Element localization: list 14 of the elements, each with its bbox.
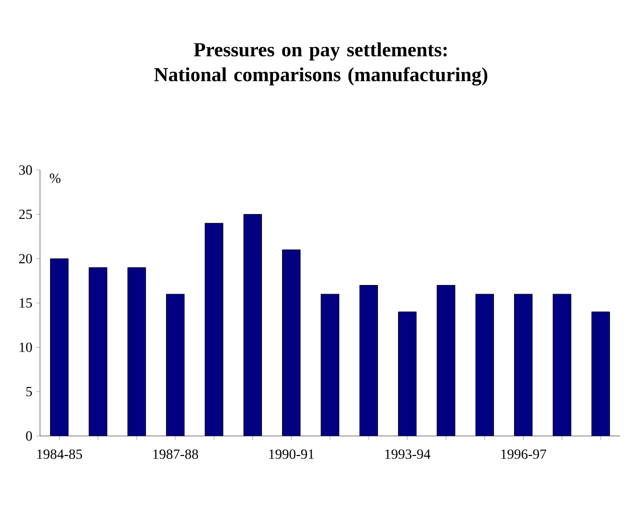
y-tick-label: 15 xyxy=(20,298,32,308)
y-tick-label: 10 xyxy=(20,342,32,352)
x-tick-label: 1987-88 xyxy=(153,450,198,459)
y-tick-label: 5 xyxy=(26,387,32,396)
x-tick-label: 1993-94 xyxy=(385,450,430,459)
chart-title: Pressures on pay settlements: National comparisons (manufacturing) xyxy=(154,42,488,86)
x-tick-label: 1984-85 xyxy=(37,450,82,459)
y-tick-label: 30 xyxy=(19,165,32,175)
y-tick-label: 20 xyxy=(19,254,32,264)
y-axis-title: % xyxy=(50,174,60,183)
x-tick-label: 1990-91 xyxy=(269,450,314,459)
y-tick-label: 0 xyxy=(26,431,32,441)
x-tick-label: 1996-97 xyxy=(501,450,546,459)
y-tick-label: 25 xyxy=(19,210,32,220)
